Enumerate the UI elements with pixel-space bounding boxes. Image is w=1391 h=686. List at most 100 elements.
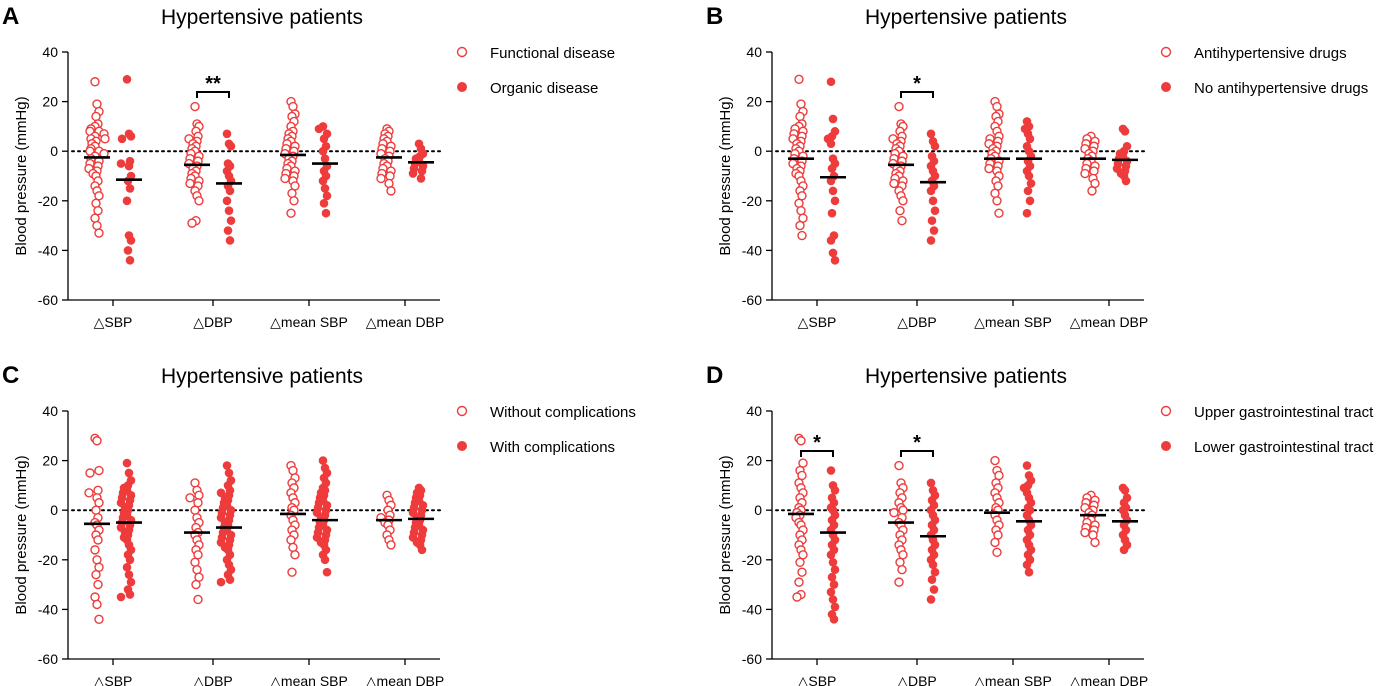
panel-c: C Hypertensive patients 40 20 0 -20 -40 -60 Bloo… [2,362,636,686]
data-point [322,567,332,577]
data-point [826,587,836,597]
legend-label: Functional disease [490,45,615,62]
data-point [222,129,232,139]
data-point [992,101,1002,112]
data-point [125,184,135,193]
data-point [125,555,135,565]
significance-label: * [913,432,921,454]
significance-label: * [913,73,921,95]
data-point [826,550,836,560]
y-tick-label: -60 [38,292,58,308]
y-tick-label: 40 [42,403,58,419]
data-point [386,186,396,196]
data-point [190,478,200,488]
y-tick-label: 0 [50,502,58,518]
data-point [190,505,200,515]
data-point [194,490,204,501]
x-category-label: △mean DBP [1070,314,1148,330]
data-point [417,545,427,555]
data-point [992,196,1002,206]
y-tick-label: -20 [742,193,762,209]
data-point [100,134,110,144]
y-tick-label: -60 [742,651,762,667]
data-point [93,485,103,496]
y-tick-label: 0 [50,143,58,159]
y-tick-label: 20 [746,94,762,110]
data-point [827,208,837,218]
data-point [287,567,297,577]
x-category-label: △mean DBP [366,673,444,686]
data-point [90,592,100,602]
data-point [190,557,200,567]
panel-title: Hypertensive patients [161,6,363,29]
data-point [1025,196,1035,206]
data-point [926,595,936,604]
data-point [417,166,427,176]
data-point [92,99,102,109]
y-tick-label: 0 [754,502,762,518]
data-point [894,460,904,471]
data-point [193,594,203,605]
data-point [828,595,838,604]
data-point [322,191,332,201]
x-category-label: △SBP [798,673,837,686]
data-point [927,216,937,225]
series-open [84,433,402,625]
x-category-label: △mean DBP [1070,673,1148,686]
data-point [117,134,127,144]
data-point [927,575,937,584]
data-point [1022,208,1032,218]
data-point [895,557,905,567]
data-point [1025,134,1035,144]
y-tick-label: -20 [742,552,762,568]
data-point [91,198,101,208]
data-point [289,196,299,206]
data-point [216,577,226,587]
data-point [225,575,235,584]
data-point [830,565,840,575]
x-category-label: △mean SBP [974,314,1052,330]
legend-label: Organic disease [490,80,598,97]
significance-bracket [196,91,230,98]
x-category-label: △DBP [193,673,233,686]
data-point [984,163,994,174]
data-point [123,246,133,255]
data-point [386,540,396,550]
data-point [122,458,132,468]
legend-marker [1160,46,1172,58]
data-point [318,176,328,186]
data-point [320,154,330,163]
data-point [225,236,235,245]
data-point [125,590,135,599]
data-point [829,615,839,624]
data-point [314,124,324,134]
data-point [894,101,904,112]
data-point [286,208,296,218]
data-point [223,226,233,235]
data-point [318,456,328,465]
data-point [830,486,840,495]
data-point [826,466,836,475]
data-point [796,436,806,446]
data-point [990,455,1000,466]
significance-bracket [900,450,934,457]
data-point [930,141,940,151]
panel-title: Hypertensive patients [161,365,363,388]
data-point [797,230,807,241]
data-point [288,465,298,476]
data-point [1119,545,1129,555]
legend-label: No antihypertensive drugs [1194,80,1368,97]
legend-marker [456,405,468,417]
data-point [125,256,135,265]
data-point [1024,567,1034,577]
y-axis-title: Blood pressure (mmHg) [13,96,30,255]
data-point [286,535,296,545]
y-tick-label: 40 [746,44,762,60]
panel-d: D Hypertensive patients 40 20 0 -20 -40 -60 Bloo… [706,362,1374,686]
y-tick-label: 40 [42,44,58,60]
data-point [930,567,940,577]
data-point [288,542,298,553]
data-point [124,468,134,478]
data-point [384,178,394,189]
data-point [90,77,100,87]
